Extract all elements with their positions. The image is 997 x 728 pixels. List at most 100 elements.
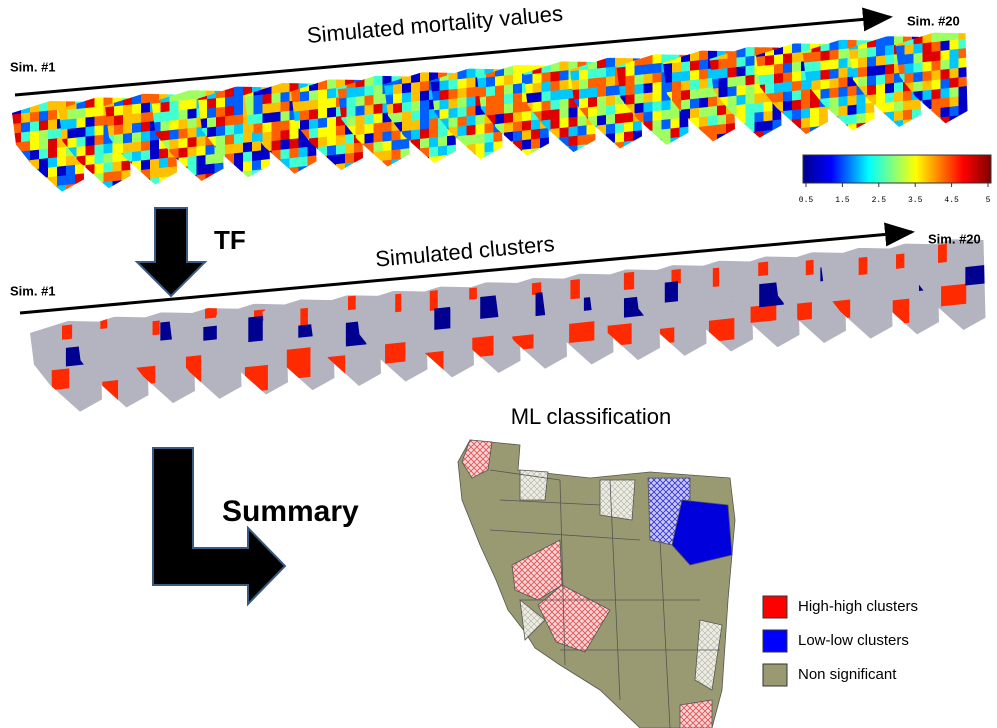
map-cell	[318, 165, 328, 176]
map-cell	[476, 143, 486, 154]
map-cell	[728, 48, 738, 59]
map-cell	[494, 141, 504, 152]
map-cell	[95, 173, 105, 184]
map-cell	[858, 67, 868, 78]
map-cell	[216, 88, 226, 99]
map-cell	[560, 89, 570, 100]
map-cell	[708, 134, 718, 145]
map-cell	[923, 71, 933, 82]
map-cell	[485, 142, 495, 153]
map-cell	[783, 72, 793, 83]
map-cell	[792, 81, 802, 92]
map-cell	[542, 101, 552, 112]
map-cell	[402, 83, 412, 94]
map-cell	[617, 67, 627, 78]
map-cell	[197, 145, 207, 156]
map-cell	[533, 82, 543, 93]
map-cell	[86, 164, 96, 175]
high-high-patch	[472, 336, 493, 358]
map-cell	[401, 139, 411, 150]
map-cell	[635, 65, 645, 76]
map-cell	[821, 126, 831, 137]
map-cell	[402, 159, 412, 170]
map-cell	[719, 87, 729, 98]
map-cell	[252, 150, 262, 161]
map-cell	[336, 163, 346, 174]
map-cell	[644, 130, 654, 141]
map-cell	[633, 121, 643, 132]
map-cell	[932, 98, 942, 109]
map-cell	[746, 84, 756, 95]
map-cell	[39, 158, 49, 169]
map-cell	[941, 40, 951, 51]
map-cell	[810, 98, 820, 109]
map-cell	[225, 144, 235, 155]
map-cell	[179, 119, 189, 130]
map-cell	[170, 139, 180, 150]
map-cell	[495, 152, 505, 163]
map-cell	[848, 105, 858, 116]
map-cell	[579, 98, 589, 109]
map-cell	[932, 60, 942, 71]
map-cell	[848, 95, 858, 106]
map-cell	[411, 120, 421, 131]
colorbar-tick-label: 3.5	[908, 196, 923, 205]
map-cell	[374, 123, 384, 134]
map-cell	[449, 155, 459, 166]
map-cell	[308, 165, 318, 176]
map-cell	[959, 105, 969, 116]
map-cell	[420, 109, 430, 120]
map-cell	[308, 155, 318, 166]
map-cell	[932, 117, 942, 128]
map-cell	[393, 93, 403, 104]
map-cell	[30, 112, 40, 123]
map-cell	[179, 147, 189, 158]
map-cell	[39, 177, 49, 188]
map-cell	[728, 86, 738, 97]
map-cell	[365, 161, 375, 172]
map-cell	[356, 115, 366, 126]
map-cell	[141, 169, 151, 180]
map-cell	[290, 157, 300, 168]
map-cell	[728, 77, 738, 88]
map-cell	[318, 137, 328, 148]
map-cell	[587, 134, 597, 145]
map-cell	[86, 155, 96, 166]
map-cell	[336, 125, 346, 136]
map-cell	[783, 82, 793, 93]
map-cell	[327, 145, 337, 156]
map-cell	[374, 161, 384, 172]
map-cell	[941, 59, 951, 70]
map-cell	[234, 143, 244, 154]
map-cell	[959, 76, 969, 87]
map-cell	[95, 125, 105, 136]
map-cell	[914, 119, 924, 130]
map-cell	[773, 119, 783, 130]
map-cell	[867, 56, 877, 67]
map-cell	[756, 56, 766, 67]
map-cell	[876, 93, 886, 104]
map-cell	[263, 170, 273, 181]
map-cell	[104, 162, 114, 173]
map-cell	[402, 102, 412, 113]
map-cell	[95, 144, 105, 155]
map-cell	[254, 104, 264, 115]
map-cell	[653, 53, 663, 64]
map-cell	[932, 51, 942, 62]
map-cell	[12, 152, 22, 163]
map-cell	[839, 77, 849, 88]
map-cell	[876, 55, 886, 66]
map-cell	[86, 98, 96, 109]
map-cell	[894, 82, 904, 93]
map-cell	[411, 82, 421, 93]
map-cell	[420, 81, 430, 92]
map-cell	[207, 117, 217, 128]
map-cell	[923, 109, 933, 120]
colorbar-tick-label: 4.5	[944, 196, 959, 205]
map-cell	[672, 81, 682, 92]
map-cell	[347, 97, 357, 108]
map-cell	[717, 114, 727, 125]
map-cell	[792, 71, 802, 82]
map-cell	[923, 99, 933, 110]
map-cell	[318, 99, 328, 110]
